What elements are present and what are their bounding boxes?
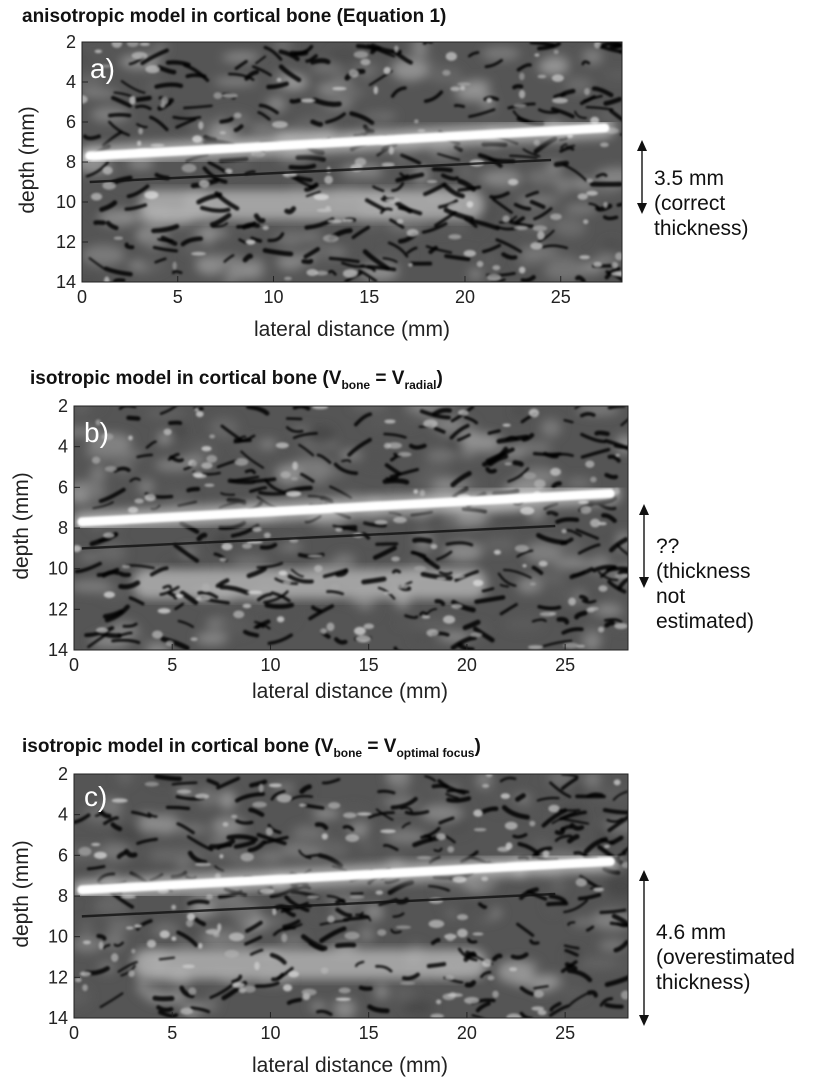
panel-a-letter: a) [90,53,115,84]
panel-c-title: isotropic model in cortical bone (Vbone … [22,736,481,760]
y-tick-label: 10 [48,927,68,947]
thickness-arrow [639,870,649,1026]
panel-a-title: anisotropic model in cortical bone (Equa… [22,6,447,27]
y-tick-label: 14 [56,272,76,292]
y-tick-label: 12 [56,232,76,252]
panel-c-letter: c) [84,781,107,812]
y-tick-label: 6 [58,477,68,497]
thickness-annotation-a: 3.5 mm (correct thickness) [654,167,749,240]
x-axis-label-b: lateral distance (mm) [252,680,448,703]
image-group-c [74,774,628,1018]
y-tick-label: 8 [58,518,68,538]
y-tick-label: 8 [66,152,76,172]
y-tick-label: 14 [48,1008,68,1028]
x-tick-label: 15 [359,287,379,307]
x-tick-label: 0 [77,287,87,307]
y-tick-label: 2 [58,764,68,784]
x-tick-label: 15 [359,655,379,675]
shadow-line [81,524,556,550]
x-tick-label: 25 [555,1023,575,1043]
y-tick-label: 2 [58,396,68,416]
x-tick-label: 5 [167,1023,177,1043]
y-tick-label: 14 [48,640,68,660]
shadow-line [81,892,556,918]
x-tick-label: 25 [551,287,571,307]
x-axis-label-a: lateral distance (mm) [254,318,450,341]
axes-group-c: 0 5 10 15 20 25 2 4 6 8 10 12 14 [48,764,629,1043]
x-tick-label: 0 [69,655,79,675]
lower-echo-band [132,568,487,599]
y-tick-label: 4 [58,437,68,457]
x-tick-label: 10 [260,1023,280,1043]
x-tick-label: 20 [457,655,477,675]
lower-echo-band [132,949,487,980]
y-tick-label: 6 [66,112,76,132]
x-axis-label-c: lateral distance (mm) [252,1054,448,1077]
bone-surface-echo [85,123,610,161]
y-tick-label: 2 [66,32,76,52]
y-tick-label: 10 [48,559,68,579]
ultrasound-plot-c: 0 5 10 15 20 25 2 4 6 8 10 12 14 c) lateral distance… [10,764,649,1077]
x-tick-label: 10 [260,655,280,675]
y-tick-label: 4 [66,72,76,92]
thickness-arrow [639,504,649,588]
y-tick-label: 12 [48,967,68,987]
panel-b-letter: b) [84,417,109,448]
panel-b-title: isotropic model in cortical bone (Vbone … [30,368,443,392]
x-tick-label: 25 [555,655,575,675]
thickness-annotation-b: ?? (thickness not estimated) [656,535,755,633]
speckle-dark [74,406,628,650]
ultrasound-plot-a: 0 5 10 15 20 25 2 4 6 8 10 12 14 a) lateral distance… [16,32,647,341]
panel-b: isotropic model in cortical bone (Vbone … [0,362,840,724]
y-tick-label: 10 [56,192,76,212]
x-tick-label: 5 [167,655,177,675]
lower-echo-band [139,190,485,220]
y-axis-label-a: depth (mm) [16,106,39,213]
thickness-arrow [637,140,647,214]
axes-group-a: 0 5 10 15 20 25 2 4 6 8 10 12 14 [56,32,623,307]
image-group-b [74,406,628,650]
y-tick-label: 12 [48,599,68,619]
thickness-annotation-c: 4.6 mm (overestimated thickness) [656,921,795,994]
x-tick-label: 10 [263,287,283,307]
y-tick-label: 4 [58,805,68,825]
axes-group-b: 0 5 10 15 20 25 2 4 6 8 10 12 14 [48,396,629,675]
x-tick-label: 15 [359,1023,379,1043]
panel-c: isotropic model in cortical bone (Vbone … [0,724,840,1086]
y-tick-label: 8 [58,886,68,906]
panel-a: anisotropic model in cortical bone (Equa… [0,0,840,362]
y-tick-label: 6 [58,845,68,865]
x-tick-label: 20 [455,287,475,307]
y-axis-label-b: depth (mm) [10,472,33,579]
image-group-a [82,42,622,282]
x-tick-label: 0 [69,1023,79,1043]
y-axis-label-c: depth (mm) [10,840,33,947]
bone-surface-echo [77,488,615,527]
x-tick-label: 5 [173,287,183,307]
ultrasound-plot-b: 0 5 10 15 20 25 2 4 6 8 10 12 14 b) lateral distance… [10,396,649,703]
bone-surface-echo [77,856,615,895]
shadow-line [89,158,552,184]
x-tick-label: 20 [457,1023,477,1043]
